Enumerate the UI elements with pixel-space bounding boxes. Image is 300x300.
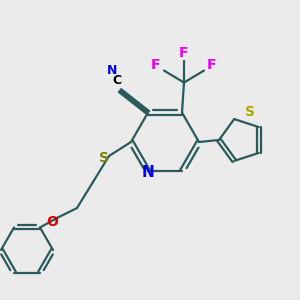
Text: F: F [151,58,161,72]
Text: S: S [244,105,254,119]
Text: F: F [207,58,217,72]
Text: F: F [179,46,189,60]
Text: O: O [46,215,58,229]
Text: S: S [99,151,109,165]
Text: C: C [112,74,122,87]
Text: N: N [107,64,117,77]
Text: N: N [142,165,154,180]
